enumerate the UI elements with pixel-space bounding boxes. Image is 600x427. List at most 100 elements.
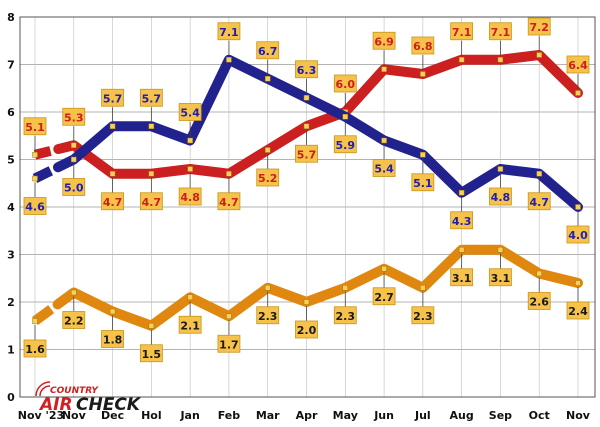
data-label: 6.3 [297,64,317,77]
data-point [342,285,349,291]
x-tick-label: Hol [141,409,162,422]
data-point [381,66,387,72]
data-label-box [139,88,163,107]
x-tick-label: May [333,409,358,422]
data-label-box [295,144,318,163]
data-point [109,123,116,129]
data-label-box [139,344,163,363]
data-label-box [62,107,86,126]
data-point [32,318,38,324]
data-point [226,57,232,63]
data-label-box [527,292,551,310]
data-label: 1.7 [219,338,239,351]
x-tick-label: Dec [101,409,124,422]
data-label: 5.7 [142,92,162,105]
data-label-box [566,301,590,320]
data-point [303,123,310,129]
data-label: 5.4 [180,107,200,120]
x-tick-label: Oct [529,409,550,422]
data-point [264,147,271,153]
data-label-box [62,311,86,329]
data-point [148,123,155,129]
y-axis: 0 1 2 3 4 5 6 7 8 [7,11,15,404]
x-tick-label: Aug [450,409,474,422]
data-label: 7.1 [491,26,511,39]
data-point [497,166,504,172]
data-label-box [333,135,357,154]
data-label-box [295,60,318,79]
x-tick-label: Nov [566,409,591,422]
logo-country: COUNTRY [50,386,99,396]
data-point [148,323,155,329]
data-point [32,175,38,182]
x-tick-label: Jul [414,409,431,422]
logo-air: AIR [38,395,73,415]
data-label: 2.3 [258,310,278,323]
data-label-box [101,192,124,211]
x-tick-label: Nov '23 [18,409,64,422]
data-point [109,171,116,177]
data-label: 5.2 [258,172,278,185]
data-label-box [101,330,124,348]
data-point [303,95,310,101]
data-label-box [411,306,435,325]
data-label-box [372,31,396,50]
data-point [458,190,465,196]
data-label-box [450,211,474,230]
data-label: 7.1 [452,26,472,39]
data-label: 5.4 [374,163,394,176]
data-point [381,266,387,272]
data-label-box [217,192,241,211]
data-label-box [566,225,590,244]
radio-waves-icon [35,381,51,397]
data-label-box [372,159,396,177]
data-label: 4.7 [529,196,549,209]
data-labels: 5.1 5.3 4.7 4.7 4.8 4.7 5.2 5.7 6.0 6.9 6.8 7.1 7.1 7… [23,17,590,363]
data-label: 4.3 [452,215,472,228]
data-label-box [450,22,474,41]
data-label: 4.0 [568,229,588,242]
y-tick-label: 3 [7,249,15,262]
data-point [536,52,542,58]
data-label: 2.7 [374,291,394,304]
x-tick-label: Apr [296,409,318,422]
data-point [497,247,504,253]
data-point [32,152,38,158]
data-label-box [527,192,551,211]
data-label: 3.1 [491,272,511,285]
data-point [187,166,193,172]
data-label: 2.2 [64,315,84,328]
data-label-box [411,36,435,55]
data-label-box [23,117,47,136]
data-point [381,137,387,144]
data-label: 2.1 [180,319,200,332]
data-label-box [139,192,163,211]
data-label-box [178,103,202,121]
x-tick-label: Feb [218,409,241,422]
y-tick-label: 7 [7,59,15,72]
series-line [53,50,583,179]
data-point [342,114,349,120]
data-point [264,285,271,291]
data-point [536,171,542,177]
data-label: 4.8 [180,191,200,204]
data-label: 5.1 [413,177,433,190]
country-aircheck-logo: COUNTRY AIR CHECK [35,381,142,415]
data-label: 5.7 [103,92,123,105]
data-label-box [489,268,512,287]
data-label: 4.8 [491,191,511,204]
data-label-box [450,268,474,287]
data-label-box [178,315,202,334]
y-tick-label: 6 [7,106,15,119]
data-label: 1.5 [142,348,162,361]
data-point [148,171,155,177]
data-label-box [217,22,241,41]
data-point [226,313,232,319]
data-label: 1.8 [103,334,123,347]
data-label: 4.6 [25,201,45,214]
data-label: 2.4 [568,305,588,318]
data-point [71,289,77,296]
